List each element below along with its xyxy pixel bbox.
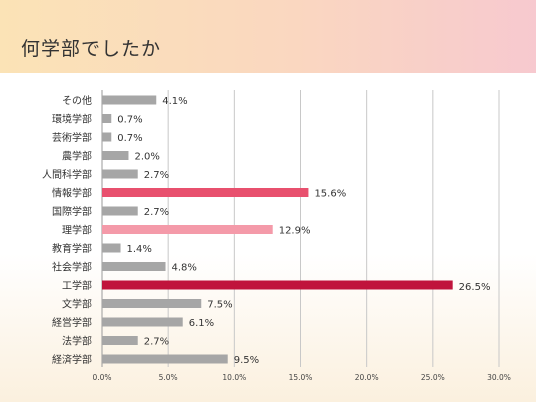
bar-15 bbox=[102, 354, 228, 364]
value-label: 15.6% bbox=[314, 189, 346, 200]
value-label: 9.5% bbox=[234, 355, 259, 366]
category-label: 理学部 bbox=[62, 224, 92, 237]
bar-3 bbox=[102, 132, 112, 142]
bar-8 bbox=[102, 225, 273, 234]
bar-12 bbox=[102, 299, 202, 308]
bar-7 bbox=[102, 206, 138, 216]
category-label: その他 bbox=[62, 94, 92, 107]
bar-5 bbox=[102, 169, 138, 179]
x-tick-label: 10.0% bbox=[222, 373, 246, 382]
bar-14 bbox=[102, 336, 138, 345]
category-label: 法学部 bbox=[62, 335, 92, 348]
category-label: 経営学部 bbox=[52, 316, 92, 329]
category-label: 環境学部 bbox=[52, 113, 92, 126]
value-label: 4.1% bbox=[162, 96, 187, 107]
category-label: 情報学部 bbox=[52, 187, 92, 200]
bar-1 bbox=[102, 95, 157, 105]
x-tick-label: 15.0% bbox=[289, 373, 313, 382]
x-tick-label: 25.0% bbox=[421, 373, 445, 382]
value-label: 26.5% bbox=[459, 282, 491, 293]
category-label: 農学部 bbox=[62, 150, 92, 163]
value-label: 2.7% bbox=[144, 207, 169, 218]
page-title: 何学部でしたか bbox=[21, 38, 162, 60]
value-label: 7.5% bbox=[207, 300, 232, 311]
bar-6 bbox=[102, 188, 309, 197]
value-label: 0.7% bbox=[117, 115, 142, 126]
bar-9 bbox=[102, 243, 121, 253]
value-label: 1.4% bbox=[127, 244, 152, 255]
header-banner: 何学部でしたか bbox=[0, 0, 536, 73]
category-label: 工学部 bbox=[62, 279, 92, 292]
value-label: 6.1% bbox=[189, 318, 214, 329]
bar-11 bbox=[102, 280, 453, 290]
category-label: 経済学部 bbox=[52, 353, 92, 366]
chart-panel bbox=[0, 73, 536, 402]
value-label: 4.8% bbox=[172, 263, 197, 274]
bar-13 bbox=[102, 317, 183, 327]
x-tick-label: 5.0% bbox=[159, 373, 178, 382]
category-label: 教育学部 bbox=[52, 242, 92, 255]
x-tick-label: 0.0% bbox=[92, 373, 111, 382]
value-label: 0.7% bbox=[117, 133, 142, 144]
x-tick-label: 30.0% bbox=[487, 373, 511, 382]
category-label: 国際学部 bbox=[52, 205, 92, 218]
bar-2 bbox=[102, 114, 112, 123]
category-label: 文学部 bbox=[62, 298, 92, 311]
category-label: 人間科学部 bbox=[42, 168, 92, 181]
x-tick-label: 20.0% bbox=[355, 373, 379, 382]
bar-10 bbox=[102, 262, 166, 271]
category-label: 芸術学部 bbox=[52, 131, 92, 144]
value-label: 2.7% bbox=[144, 170, 169, 181]
value-label: 2.0% bbox=[134, 152, 159, 163]
value-label: 2.7% bbox=[144, 337, 169, 348]
value-label: 12.9% bbox=[279, 226, 311, 237]
bar-4 bbox=[102, 151, 129, 160]
category-label: 社会学部 bbox=[52, 261, 92, 274]
